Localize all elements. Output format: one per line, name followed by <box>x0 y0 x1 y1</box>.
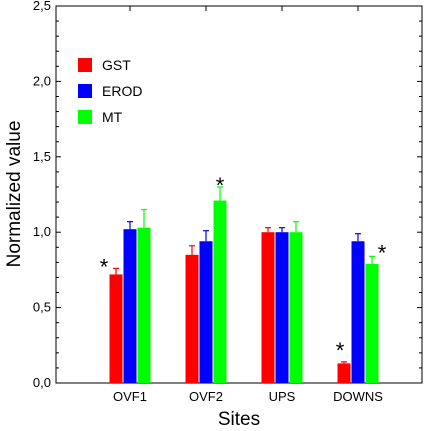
legend-label-erod: EROD <box>102 83 142 99</box>
y-tick-label: 0,5 <box>33 300 51 315</box>
y-axis-title: Normalized value <box>4 121 25 268</box>
legend: GST EROD MT <box>78 57 142 125</box>
significance-star: * <box>336 338 345 363</box>
significance-star: * <box>100 254 109 279</box>
bar-mt-ups <box>289 232 303 383</box>
bar-gst-ovf1 <box>109 274 123 383</box>
x-tick-label: OVF2 <box>189 389 223 404</box>
x-tick-label: OVF1 <box>113 389 147 404</box>
significance-markers: * * * * <box>100 173 387 363</box>
legend-swatch-erod <box>78 84 92 98</box>
y-tick-label: 2,5 <box>33 0 51 13</box>
bar-erod-ups <box>275 232 289 383</box>
significance-star: * <box>378 240 387 265</box>
legend-label-mt: MT <box>102 109 123 125</box>
legend-swatch-mt <box>78 110 92 124</box>
bar-mt-ovf2 <box>213 200 227 383</box>
bar-gst-downs <box>337 363 351 383</box>
y-axis: 0,0 0,5 1,0 1,5 2,0 2,5 <box>33 0 422 390</box>
y-tick-label: 1,0 <box>33 224 51 239</box>
x-axis-title: Sites <box>218 409 260 430</box>
bars <box>109 200 379 383</box>
significance-star: * <box>216 173 225 198</box>
bar-mt-downs <box>365 263 379 383</box>
bar-gst-ups <box>261 232 275 383</box>
bar-gst-ovf2 <box>185 254 199 383</box>
legend-label-gst: GST <box>102 57 131 73</box>
x-tick-label: DOWNS <box>333 389 383 404</box>
bar-erod-ovf1 <box>123 229 137 383</box>
error-bars <box>113 186 375 364</box>
legend-swatch-gst <box>78 58 92 72</box>
y-tick-label: 0,0 <box>33 375 51 390</box>
bar-erod-downs <box>351 241 365 383</box>
y-tick-label: 2,0 <box>33 73 51 88</box>
y-tick-label: 1,5 <box>33 149 51 164</box>
bar-mt-ovf1 <box>137 227 151 383</box>
plot-frame <box>55 5 423 384</box>
bar-erod-ovf2 <box>199 241 213 383</box>
x-tick-label: UPS <box>269 389 296 404</box>
